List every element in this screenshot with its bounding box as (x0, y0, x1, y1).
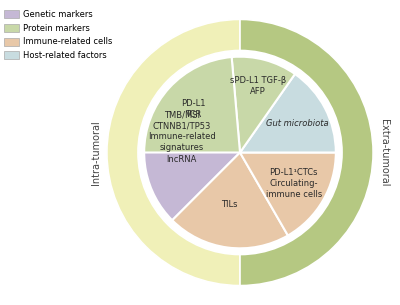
Wedge shape (240, 20, 373, 285)
Text: Gut microbiota: Gut microbiota (266, 119, 328, 128)
Wedge shape (232, 57, 295, 152)
Text: Extra-tumoral: Extra-tumoral (379, 119, 389, 186)
Text: sPD-L1 TGF-β
AFP: sPD-L1 TGF-β AFP (230, 76, 286, 96)
Text: TMB/MSI
CTNNB1/TP53
Immune-related
signatures
lncRNA: TMB/MSI CTNNB1/TP53 Immune-related signa… (148, 110, 216, 163)
Wedge shape (144, 57, 240, 152)
Wedge shape (138, 50, 342, 255)
Text: TILs: TILs (221, 200, 237, 209)
Wedge shape (107, 20, 240, 285)
Wedge shape (240, 152, 336, 235)
Text: Intra-tumoral: Intra-tumoral (91, 120, 101, 185)
Wedge shape (144, 57, 240, 220)
Wedge shape (172, 152, 288, 248)
Text: PD-L1¹CTCs
Circulating-
immune cells: PD-L1¹CTCs Circulating- immune cells (266, 168, 322, 199)
Legend: Genetic markers, Protein markers, Immune-related cells, Host-related factors: Genetic markers, Protein markers, Immune… (4, 10, 113, 60)
Text: PD-L1
TCR: PD-L1 TCR (181, 99, 206, 119)
Wedge shape (240, 74, 336, 152)
